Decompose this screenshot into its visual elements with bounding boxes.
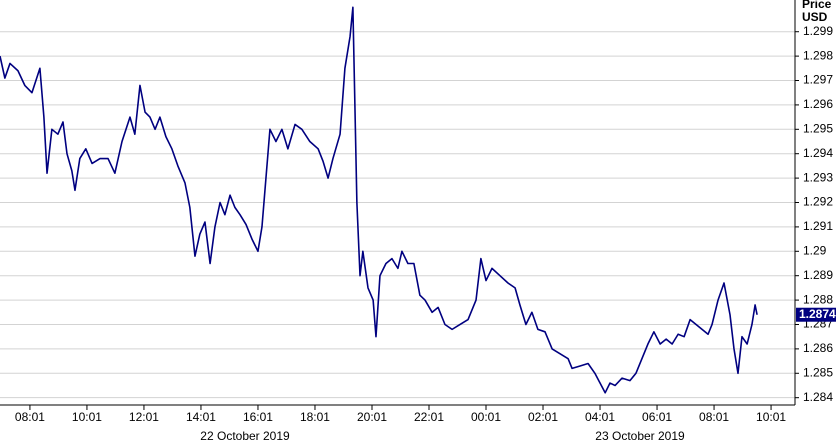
x-tick-label: 16:01 [243, 410, 273, 424]
x-tick-label: 20:01 [357, 410, 387, 424]
y-tick-label: 1.295 [803, 121, 833, 135]
y-tick-label: 1.286 [803, 341, 833, 355]
date-label: 22 October 2019 [200, 429, 290, 443]
x-tick-label: 18:01 [300, 410, 330, 424]
x-tick-label: 14:01 [186, 410, 216, 424]
y-tick-label: 1.296 [803, 97, 833, 111]
y-tick-label: 1.291 [803, 219, 833, 233]
x-tick-label: 04:01 [585, 410, 615, 424]
x-tick-label: 02:01 [528, 410, 558, 424]
date-label: 23 October 2019 [595, 429, 685, 443]
y-tick-label: 1.294 [803, 146, 833, 160]
last-price-label: 1.2874 [799, 307, 836, 321]
x-tick-label: 06:01 [642, 410, 672, 424]
y-tick-label: 1.298 [803, 48, 833, 62]
price-line [0, 6, 758, 394]
x-tick-label: 08:01 [15, 410, 45, 424]
y-tick-label: 1.289 [803, 268, 833, 282]
y-tick-label: 1.297 [803, 73, 833, 87]
x-tick-label: 10:01 [756, 410, 786, 424]
y-tick-label: 1.285 [803, 365, 833, 379]
x-tick-label: 10:01 [72, 410, 102, 424]
x-tick-label: 22:01 [414, 410, 444, 424]
y-axis-title: Price [802, 0, 832, 11]
y-tick-label: 1.29 [803, 243, 827, 257]
last-price-box [796, 307, 836, 322]
y-tick-label: 1.284 [803, 390, 833, 404]
y-tick-label: 1.299 [803, 24, 833, 38]
y-tick-label: 1.292 [803, 195, 833, 209]
x-tick-label: 12:01 [129, 410, 159, 424]
x-tick-label: 00:01 [471, 410, 501, 424]
x-tick-label: 08:01 [699, 410, 729, 424]
y-tick-label: 1.293 [803, 170, 833, 184]
y-axis-unit: USD [802, 10, 828, 24]
y-tick-label: 1.288 [803, 292, 833, 306]
